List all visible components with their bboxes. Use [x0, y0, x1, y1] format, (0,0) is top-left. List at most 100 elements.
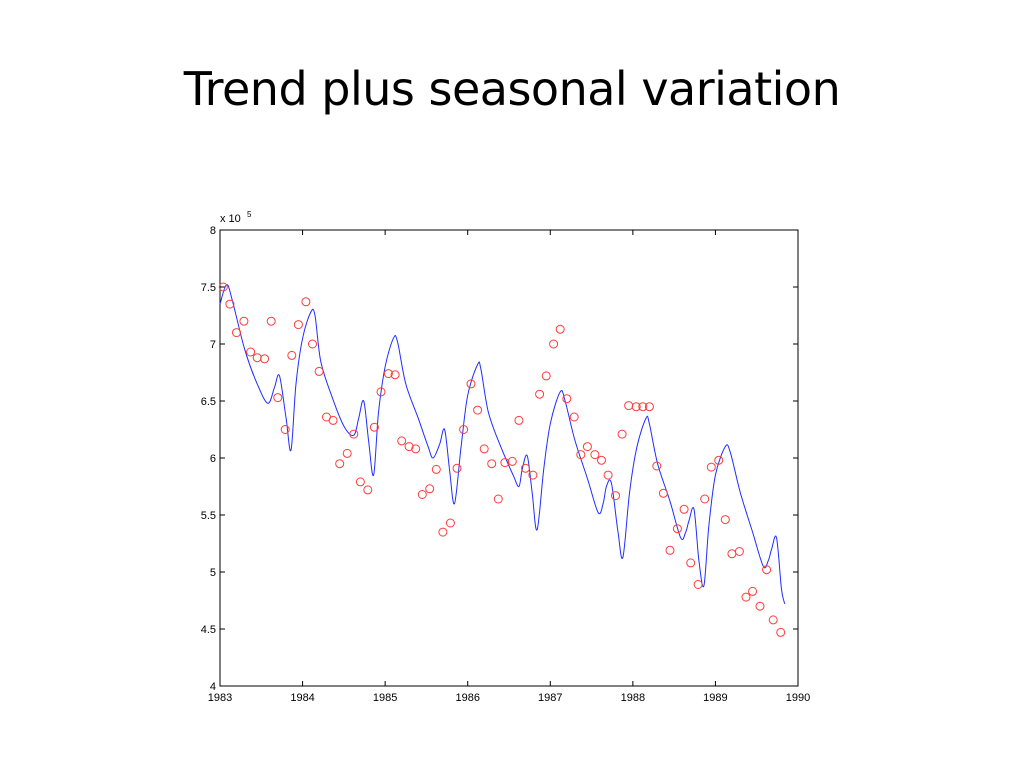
- data-point: [417, 490, 427, 499]
- data-point: [369, 422, 379, 432]
- y-tick-label: 4.5: [201, 624, 216, 636]
- fitted-curve-group: [219, 284, 786, 605]
- data-point: [342, 448, 352, 458]
- y-axis: 4 4.5 5 5.5 6 6.5 7 7.5 8: [201, 225, 798, 693]
- data-point: [686, 558, 696, 568]
- data-point: [507, 456, 517, 466]
- data-point: [280, 425, 290, 434]
- data-point: [293, 320, 303, 330]
- data-point: [252, 353, 262, 363]
- data-point: [631, 402, 641, 412]
- chart: 4 4.5 5 5.5 6 6.5 7 7.5 8 1983 1984 1985 1986 1987 19…: [195, 200, 835, 720]
- data-point: [541, 371, 551, 381]
- fitted-curve: [219, 284, 786, 605]
- y-tick-label: 7.5: [201, 282, 216, 294]
- data-point: [624, 401, 634, 411]
- data-point: [776, 627, 786, 637]
- data-point: [479, 444, 489, 454]
- y-tick-label: 7: [210, 339, 216, 351]
- data-point: [383, 369, 393, 379]
- data-point: [287, 350, 297, 360]
- data-point: [218, 282, 228, 292]
- data-point: [748, 586, 758, 596]
- data-point: [741, 592, 751, 602]
- y-multiplier-exponent: 5: [247, 210, 252, 219]
- x-tick-label: 1986: [455, 692, 479, 704]
- data-point: [363, 485, 373, 495]
- data-point: [466, 379, 476, 389]
- y-tick-label: 8: [210, 225, 216, 237]
- data-point: [521, 463, 530, 473]
- x-tick-label: 1983: [208, 692, 232, 704]
- data-point: [597, 455, 606, 465]
- data-point: [301, 297, 311, 307]
- x-tick-label: 1984: [290, 692, 314, 704]
- x-tick-label: 1985: [373, 692, 397, 704]
- data-point: [493, 494, 503, 504]
- data-point: [246, 347, 256, 357]
- data-point: [349, 429, 359, 439]
- x-tick-label: 1987: [538, 692, 562, 704]
- data-point: [576, 450, 586, 460]
- data-point: [404, 442, 414, 452]
- slide-title: Trend plus seasonal variation: [183, 62, 841, 116]
- data-point: [528, 470, 538, 480]
- data-point: [555, 324, 565, 334]
- x-tick-label: 1990: [786, 692, 810, 704]
- data-point: [617, 429, 627, 439]
- data-point: [390, 370, 400, 380]
- plot-frame: [219, 229, 799, 687]
- data-point: [376, 387, 386, 397]
- data-point: [445, 518, 455, 528]
- data-point: [438, 527, 448, 537]
- data-point: [672, 524, 682, 534]
- data-point: [459, 425, 469, 434]
- data-point: [514, 415, 524, 425]
- x-axis: 1983 1984 1985 1986 1987 1988 1989 1990: [208, 230, 810, 704]
- y-tick-label: 5.5: [201, 510, 216, 522]
- data-point: [727, 549, 737, 559]
- data-point: [328, 415, 338, 425]
- data-point: [535, 389, 545, 399]
- data-point: [232, 328, 241, 338]
- data-point: [611, 491, 620, 501]
- data-point: [706, 462, 716, 472]
- x-tick-label: 1989: [703, 692, 727, 704]
- data-point: [308, 339, 317, 349]
- data-point: [273, 393, 283, 403]
- data-point: [473, 405, 483, 415]
- data-point: [679, 504, 689, 514]
- data-point: [652, 461, 662, 471]
- data-point: [665, 545, 675, 555]
- data-point: [700, 494, 710, 504]
- chart-svg: 4 4.5 5 5.5 6 6.5 7 7.5 8 1983 1984 1985 1986 1987 19…: [201, 210, 811, 704]
- data-point: [549, 339, 559, 349]
- data-point: [452, 463, 462, 473]
- y-tick-label: 6: [210, 453, 216, 465]
- data-point: [355, 477, 365, 487]
- data-point: [582, 442, 592, 452]
- data-point: [431, 464, 441, 474]
- data-point: [734, 547, 744, 556]
- data-point: [225, 299, 235, 309]
- data-point: [755, 601, 765, 611]
- data-point: [658, 488, 668, 498]
- data-point: [260, 354, 270, 364]
- y-multiplier-label: x 10: [220, 213, 241, 225]
- data-point: [397, 436, 407, 446]
- y-tick-label: 4: [210, 681, 216, 693]
- data-point: [768, 615, 778, 625]
- data-point: [720, 515, 730, 525]
- data-point: [487, 459, 497, 469]
- data-point: [603, 470, 613, 480]
- y-tick-label: 6.5: [201, 396, 216, 408]
- observed-markers: [218, 282, 786, 637]
- data-point: [569, 412, 579, 422]
- data-point: [693, 580, 703, 589]
- data-point: [590, 450, 600, 460]
- data-point: [762, 565, 772, 575]
- data-point: [239, 316, 249, 326]
- data-point: [714, 455, 724, 465]
- data-point: [411, 444, 421, 454]
